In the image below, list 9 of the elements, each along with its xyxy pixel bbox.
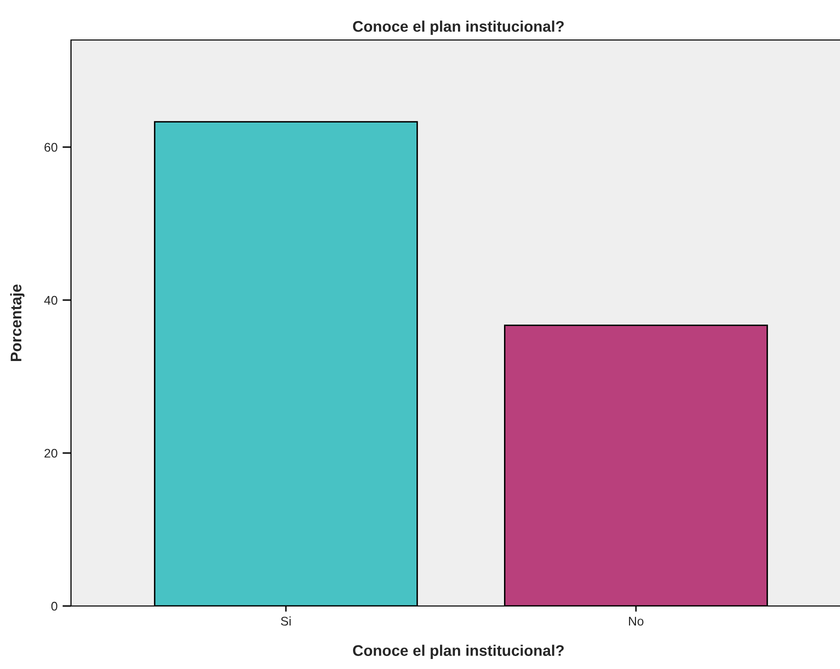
x-tick-label: Si xyxy=(280,616,291,626)
y-tick-label: 0 xyxy=(51,602,58,611)
x-axis-title: Conoce el plan institucional? xyxy=(353,644,564,659)
y-tick-label: 60 xyxy=(44,142,58,152)
x-tick-label: No xyxy=(629,616,644,626)
chart-title: Conoce el plan institucional? xyxy=(353,20,564,35)
y-axis-title: Porcentaje xyxy=(10,284,24,362)
y-tick-label: 20 xyxy=(44,448,58,458)
y-tick-label: 40 xyxy=(44,296,58,305)
